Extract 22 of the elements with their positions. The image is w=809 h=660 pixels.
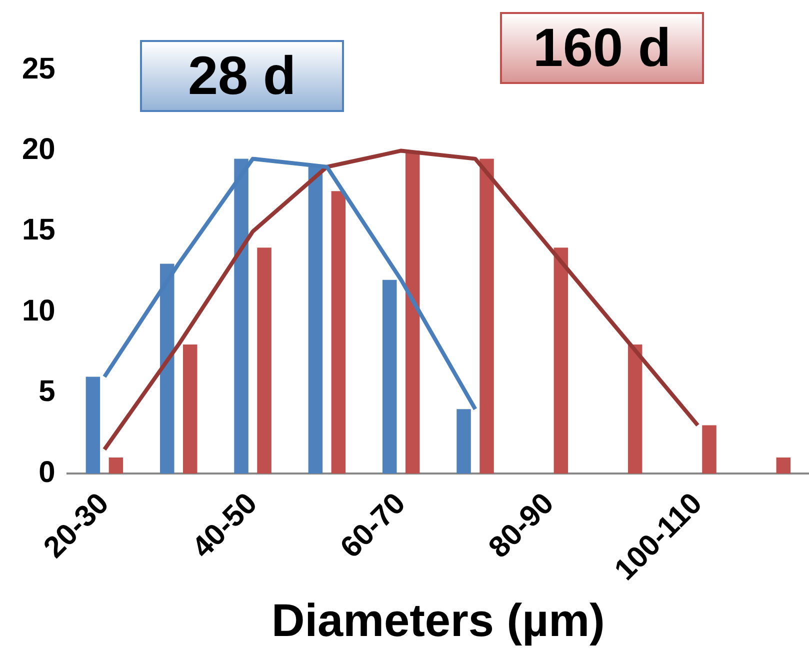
bar (331, 191, 346, 474)
bar (382, 280, 397, 474)
y-tick-label: 25 (22, 52, 56, 86)
bar (405, 150, 420, 474)
x-axis-title: Diameters (µm) (272, 594, 605, 646)
bar (628, 344, 642, 474)
bar (257, 248, 272, 474)
series-label: 160 d (500, 12, 704, 84)
series-label: 28 d (140, 40, 344, 112)
y-tick-label: 5 (38, 375, 56, 408)
bar (182, 344, 198, 474)
bar (480, 158, 494, 474)
y-tick-label: 20 (22, 133, 56, 166)
bar (702, 425, 716, 474)
y-tick-label: 10 (22, 294, 56, 328)
bar (776, 458, 791, 474)
bar (86, 376, 100, 474)
bar (456, 409, 471, 474)
bar (554, 248, 568, 474)
y-tick-label: 0 (38, 456, 56, 489)
bar (108, 458, 124, 474)
y-tick-label: 15 (22, 214, 56, 247)
